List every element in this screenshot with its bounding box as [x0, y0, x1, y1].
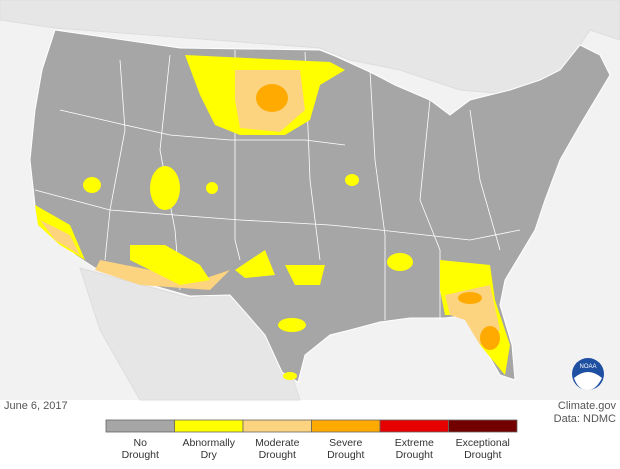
legend-label: Moderate — [255, 437, 300, 449]
legend-swatch — [242, 419, 312, 433]
legend-swatch — [311, 419, 381, 433]
legend-swatch — [379, 419, 449, 433]
legend-swatch — [174, 419, 244, 433]
legend-label: Drought — [327, 449, 364, 461]
legend: NoDroughtAbnormallyDryModerateDroughtSev… — [105, 419, 518, 461]
legend-label: Abnormally — [182, 437, 235, 449]
data-credit: Data: NDMC — [554, 413, 616, 425]
legend-label: Extreme — [395, 437, 434, 449]
drought-areas — [35, 55, 510, 380]
legend-label: Drought — [122, 449, 159, 461]
date: June 6, 2017 — [4, 400, 68, 412]
legend-label: No — [134, 437, 148, 449]
logo-text: NOAA — [579, 364, 596, 370]
legend-label: Drought — [396, 449, 433, 461]
legend-swatch — [448, 419, 518, 433]
legend-swatch — [105, 419, 175, 433]
source-credit: Climate.gov — [558, 400, 617, 412]
legend-label: Drought — [259, 449, 296, 461]
legend-label: Exceptional — [456, 437, 510, 449]
legend-label: Severe — [329, 437, 362, 449]
legend-label: Dry — [201, 449, 218, 461]
noaa-logo: NOAA — [572, 358, 604, 390]
legend-label: Drought — [464, 449, 501, 461]
